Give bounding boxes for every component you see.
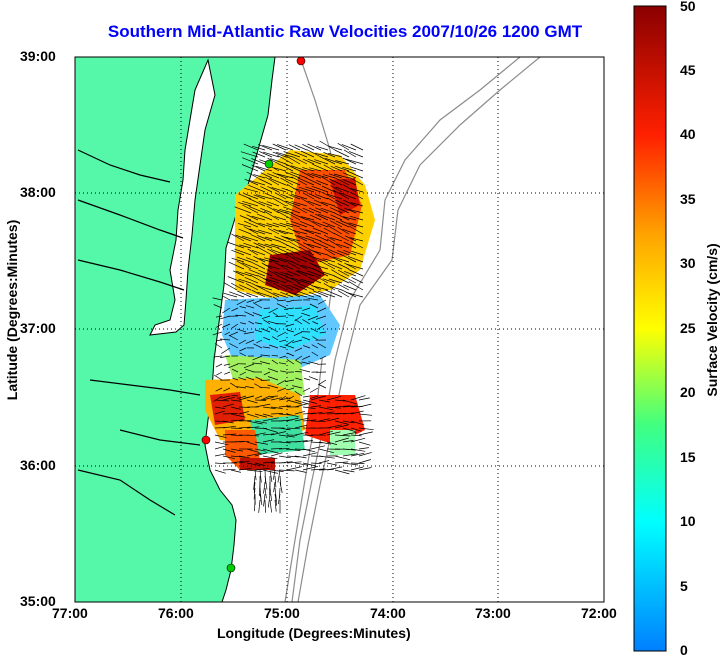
x-tick-label: 76:00 — [158, 605, 194, 621]
station-marker — [227, 564, 235, 572]
colorbar-label: Surface Velocity (cm/s) — [704, 243, 720, 396]
x-tick-label: 74:00 — [370, 605, 406, 621]
velocity-arrow — [264, 308, 270, 309]
y-tick-label: 36:00 — [20, 457, 56, 473]
colorbar-tick: 5 — [680, 578, 688, 594]
y-tick-label: 39:00 — [20, 48, 56, 64]
velocity-arrow — [255, 500, 256, 511]
colorbar — [634, 6, 666, 651]
colorbar-tick: 35 — [680, 191, 696, 207]
colorbar-tick: 10 — [680, 513, 696, 529]
x-tick-label: 77:00 — [52, 605, 88, 621]
y-tick-label: 35:00 — [20, 593, 56, 609]
station-marker — [297, 57, 305, 65]
colorbar-tick: 25 — [680, 320, 696, 336]
colorbar-tick: 40 — [680, 126, 696, 142]
x-tick-label: 75:00 — [264, 605, 300, 621]
x-axis-label: Longitude (Degrees:Minutes) — [217, 625, 411, 641]
station-marker — [202, 436, 210, 444]
station-marker — [265, 160, 273, 168]
colorbar-tick: 0 — [680, 642, 688, 658]
velocity-arrow — [255, 400, 266, 401]
colorbar-tick: 45 — [680, 62, 696, 78]
velocity-arrow — [311, 421, 326, 422]
colorbar-tick: 30 — [680, 255, 696, 271]
y-tick-label: 38:00 — [20, 184, 56, 200]
colorbar-tick: 50 — [680, 0, 696, 14]
map-plot — [0, 0, 724, 659]
y-axis-label: Latitude (Degrees:Minutes) — [4, 220, 20, 400]
y-tick-label: 37:00 — [20, 320, 56, 336]
x-tick-label: 73:00 — [475, 605, 511, 621]
velocity-arrow — [261, 380, 270, 381]
colorbar-tick: 15 — [680, 449, 696, 465]
x-tick-label: 72:00 — [581, 605, 617, 621]
velocity-arrow — [275, 316, 286, 317]
colorbar-tick: 20 — [680, 384, 696, 400]
